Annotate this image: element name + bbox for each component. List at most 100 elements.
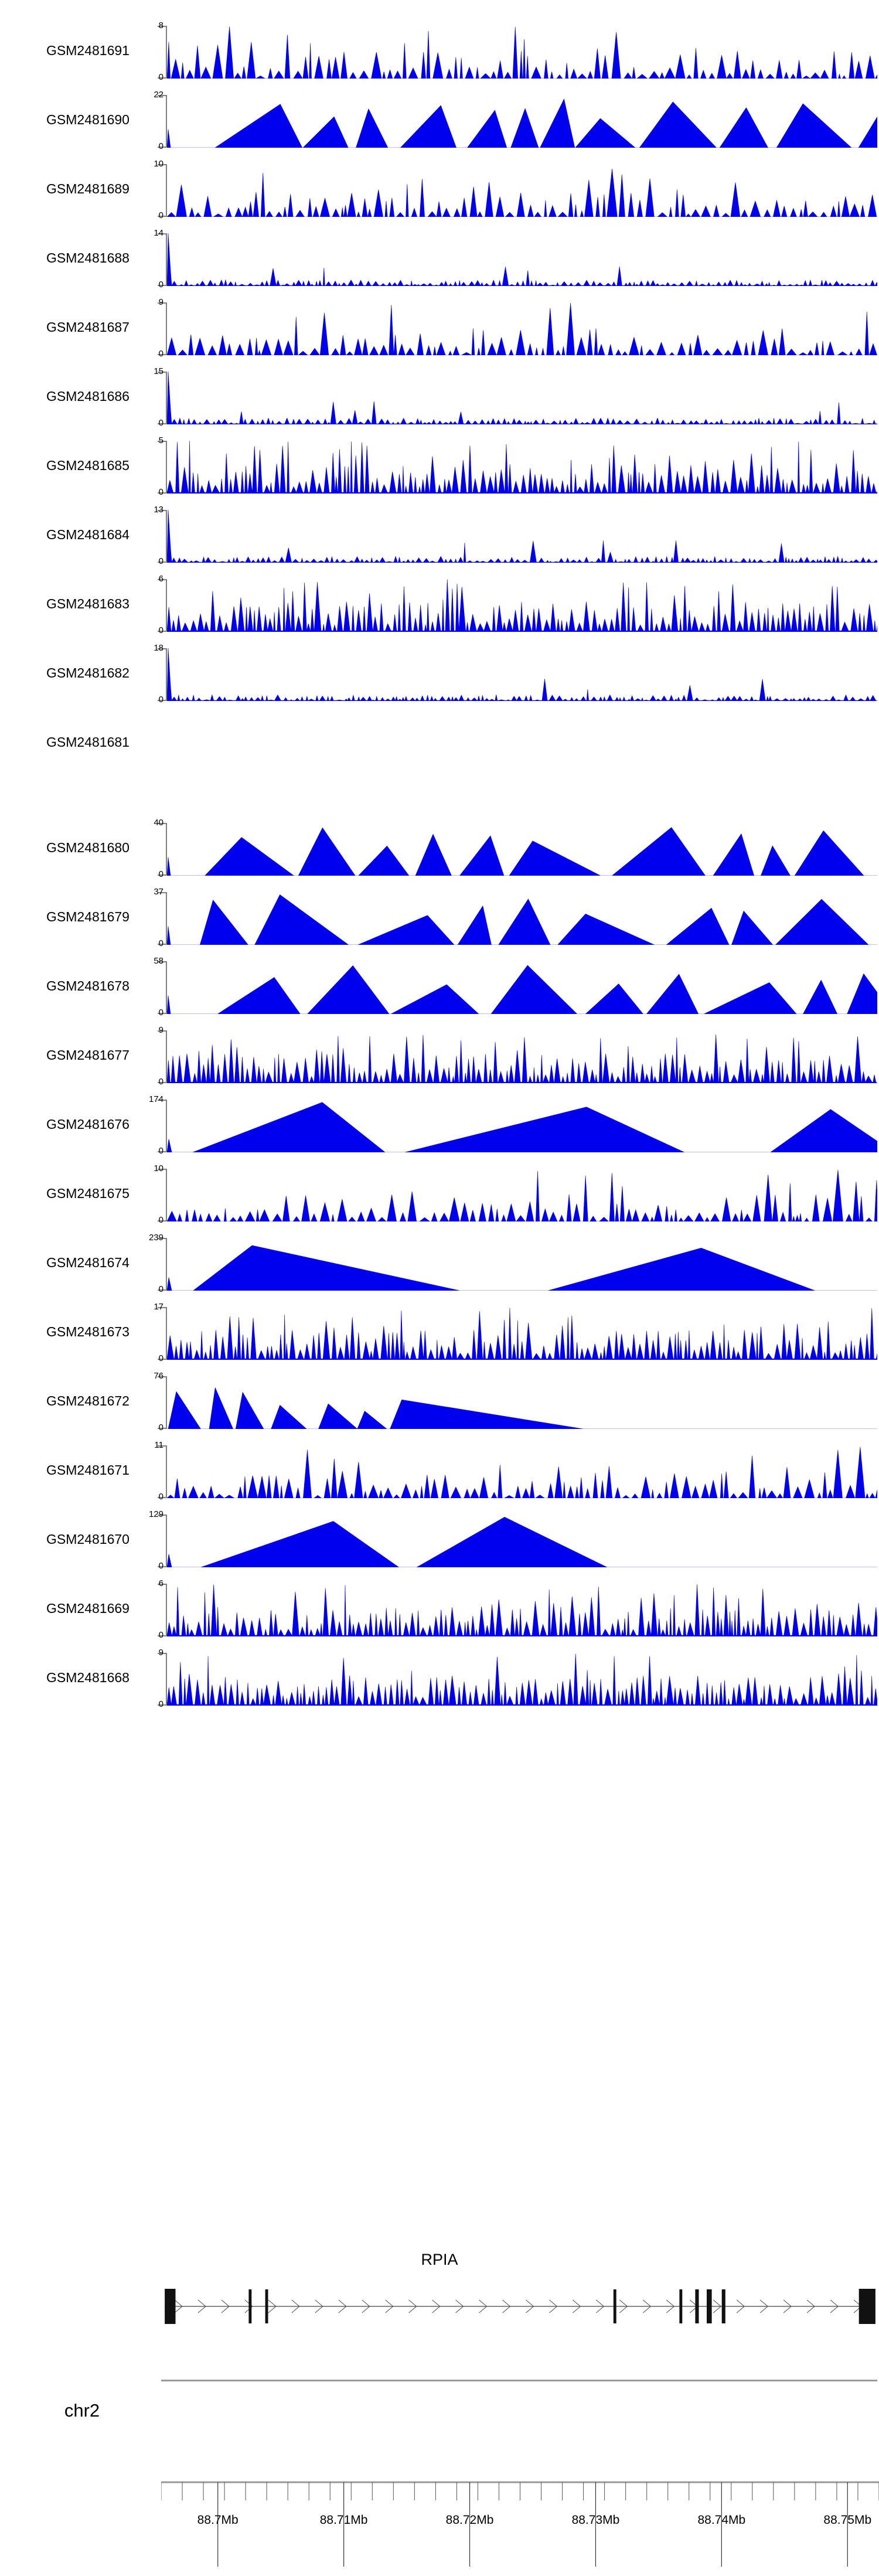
y-axis-tick-max — [158, 441, 166, 442]
y-axis-tick-min — [158, 874, 166, 876]
coverage-polygon — [167, 26, 877, 79]
track-plot-area[interactable]: 11 0 — [154, 1440, 877, 1502]
exon-block[interactable] — [858, 2289, 875, 2324]
exon-block[interactable] — [613, 2289, 616, 2323]
y-axis-tick-min — [158, 1220, 166, 1221]
y-axis-tick-max — [158, 1030, 166, 1032]
y-axis-max-label: 129 — [148, 1509, 163, 1519]
exon-block[interactable] — [707, 2289, 712, 2323]
coverage-polygon — [167, 441, 877, 494]
track-plot-area[interactable]: 10 0 — [154, 159, 877, 220]
track-plot-area[interactable]: 76 0 — [154, 1371, 877, 1432]
coverage-track-gsm2481690[interactable]: GSM2481690 22 0 — [0, 87, 879, 156]
exon-block[interactable] — [165, 2289, 176, 2324]
track-plot-area[interactable]: 58 0 — [154, 956, 877, 1018]
coverage-track-gsm2481683[interactable]: GSM2481683 6 0 — [0, 571, 879, 640]
track-plot-area[interactable]: 17 0 — [154, 1302, 877, 1363]
y-axis-line — [166, 510, 167, 563]
coverage-track-gsm2481673[interactable]: GSM2481673 17 0 — [0, 1299, 879, 1368]
track-plot-area[interactable]: 15 0 — [154, 366, 877, 428]
y-axis-tick-max — [158, 164, 166, 165]
coverage-track-gsm2481685[interactable]: GSM2481685 5 0 — [0, 433, 879, 502]
coverage-polygon — [167, 302, 877, 355]
y-axis-tick-max — [158, 892, 166, 893]
y-axis-min-label: 0 — [158, 72, 163, 82]
y-axis-max-label: 14 — [154, 228, 163, 238]
coverage-track-gsm2481675[interactable]: GSM2481675 10 0 — [0, 1161, 879, 1230]
y-axis-tick-min — [158, 147, 166, 148]
track-plot-area[interactable]: 174 0 — [149, 1094, 877, 1156]
coverage-wiggle — [167, 648, 877, 701]
y-axis-tick-min — [158, 944, 166, 945]
coverage-track-gsm2481689[interactable]: GSM2481689 10 0 — [0, 156, 879, 225]
coverage-track-gsm2481684[interactable]: GSM2481684 13 0 — [0, 502, 879, 571]
coverage-track-gsm2481671[interactable]: GSM2481671 11 0 — [0, 1437, 879, 1506]
coverage-track-gsm2481682[interactable]: GSM2481682 18 0 — [0, 640, 879, 709]
exon-block[interactable] — [248, 2289, 252, 2323]
track-plot-area[interactable]: 13 0 — [154, 505, 877, 566]
strand-arrow-icon — [806, 2299, 815, 2313]
ruler-tick-label: 88.71Mb — [319, 2513, 368, 2527]
coverage-polygon — [167, 1517, 877, 1567]
exon-block[interactable] — [679, 2289, 683, 2323]
coverage-track-gsm2481687[interactable]: GSM2481687 9 0 — [0, 294, 879, 363]
coverage-track-gsm2481672[interactable]: GSM2481672 76 0 — [0, 1368, 879, 1437]
coverage-track-gsm2481676[interactable]: GSM2481676 174 0 — [0, 1091, 879, 1161]
coverage-track-gsm2481668[interactable]: GSM2481668 9 0 — [0, 1645, 879, 1714]
coverage-track-gsm2481688[interactable]: GSM2481688 14 0 — [0, 225, 879, 294]
strand-arrow-icon — [291, 2299, 300, 2313]
y-axis-max-label: 174 — [148, 1094, 163, 1104]
gene-name-label: RPIA — [421, 2251, 458, 2268]
y-axis-tick-min — [158, 77, 166, 79]
y-axis-tick-max — [158, 1445, 166, 1447]
y-axis-max-label: 6 — [158, 574, 163, 584]
track-plot-area[interactable]: 14 0 — [154, 228, 877, 290]
y-axis-line — [166, 823, 167, 876]
track-label: GSM2481682 — [46, 665, 130, 680]
coverage-track-gsm2481686[interactable]: GSM2481686 15 0 — [0, 363, 879, 433]
track-plot-area[interactable]: 22 0 — [154, 90, 877, 151]
strand-arrow-icon — [479, 2299, 488, 2313]
coverage-polygon — [167, 1584, 877, 1636]
exon-block[interactable] — [695, 2289, 699, 2323]
track-plot-area[interactable]: 18 0 — [154, 643, 877, 705]
coverage-wiggle — [167, 1447, 877, 1498]
coverage-track-gsm2481681[interactable]: GSM2481681 — [0, 709, 879, 778]
strand-arrow-icon — [268, 2299, 277, 2313]
y-axis-min-label: 0 — [158, 869, 163, 879]
coverage-track-gsm2481670[interactable]: GSM2481670 129 0 — [0, 1506, 879, 1575]
track-plot-area[interactable]: 239 0 — [149, 1233, 877, 1294]
coverage-track-gsm2481678[interactable]: GSM2481678 58 0 — [0, 953, 879, 1022]
strand-arrow-icon — [619, 2299, 628, 2313]
exon-block[interactable] — [265, 2289, 268, 2323]
coverage-polygon — [167, 1387, 877, 1429]
coverage-track-gsm2481677[interactable]: GSM2481677 9 0 — [0, 1022, 879, 1091]
y-axis-tick-min — [158, 1704, 166, 1706]
coverage-track-gsm2481674[interactable]: GSM2481674 239 0 — [0, 1230, 879, 1299]
strand-arrow-icon — [244, 2299, 253, 2313]
y-axis-min-label: 0 — [158, 210, 163, 220]
y-axis-line — [166, 1584, 167, 1636]
coverage-track-gsm2481680[interactable]: GSM2481680 40 0 — [0, 815, 879, 884]
coverage-track-gsm2481669[interactable]: GSM2481669 6 0 — [0, 1575, 879, 1645]
track-label: GSM2481672 — [46, 1393, 130, 1408]
track-plot-area[interactable]: 40 0 — [154, 818, 877, 879]
strand-arrow-icon — [759, 2299, 769, 2313]
coverage-track-gsm2481691[interactable]: GSM2481691 8 0 — [0, 18, 879, 87]
y-axis-tick-min — [158, 1497, 166, 1498]
y-axis-line — [166, 1445, 167, 1498]
exon-block[interactable] — [721, 2289, 725, 2323]
coverage-track-gsm2481679[interactable]: GSM2481679 37 0 — [0, 884, 879, 953]
y-axis-tick-min — [158, 354, 166, 355]
coverage-polygon — [167, 1308, 877, 1360]
track-plot-area[interactable]: 129 0 — [149, 1509, 877, 1571]
track-plot-area[interactable]: 37 0 — [154, 887, 877, 948]
track-plot-area[interactable]: 10 0 — [154, 1163, 877, 1225]
